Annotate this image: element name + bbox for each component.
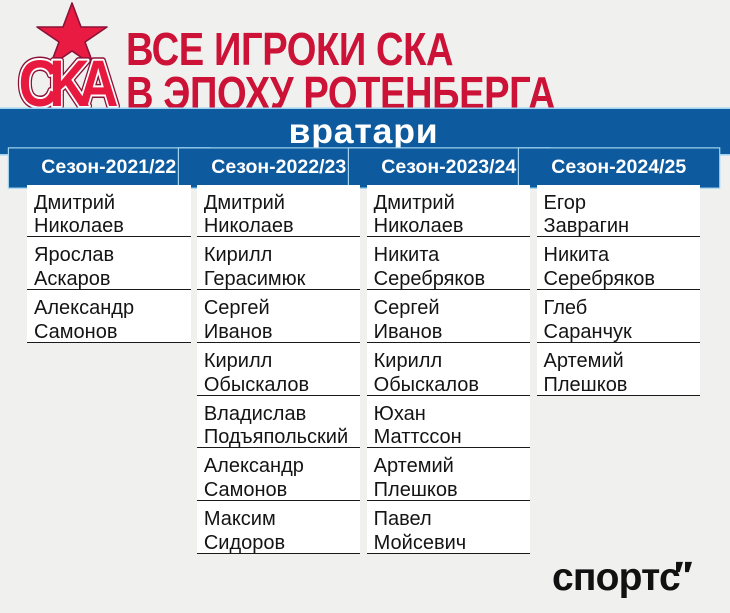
svg-text:A: A	[78, 47, 119, 111]
